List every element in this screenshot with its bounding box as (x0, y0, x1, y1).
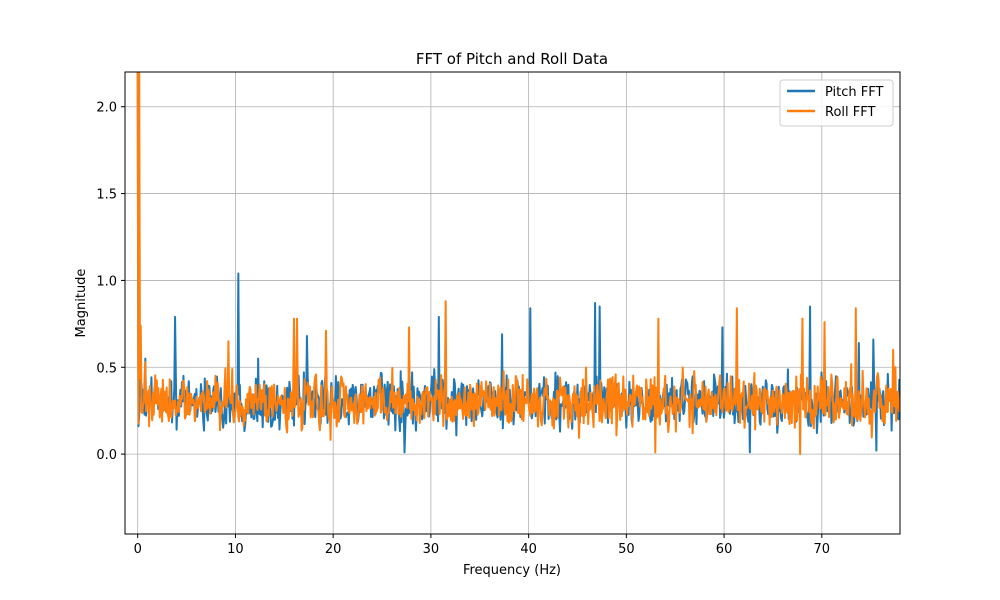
x-tick-label: 0 (134, 542, 142, 557)
x-tick-label: 10 (227, 542, 244, 557)
y-tick-label: 1.5 (96, 188, 117, 203)
grid-lines (125, 72, 900, 534)
x-tick-label: 50 (618, 542, 635, 557)
x-tick-label: 20 (325, 542, 342, 557)
x-tick-label: 60 (716, 542, 733, 557)
x-axis-ticks: 0 10 20 30 40 50 60 70 (134, 534, 831, 557)
chart-title: FFT of Pitch and Roll Data (416, 50, 608, 68)
plot-frame (124, 71, 901, 535)
y-axis-ticks: 0.0 0.5 1.0 1.5 2.0 (96, 101, 125, 463)
x-axis-label: Frequency (Hz) (463, 563, 561, 578)
legend: Pitch FFT Roll FFT (779, 79, 894, 127)
series-group (136, 72, 900, 456)
x-tick-label: 40 (520, 542, 537, 557)
legend-label-pitch: Pitch FFT (825, 85, 884, 100)
x-tick-label: 70 (814, 542, 831, 557)
series-line-roll-fft (136, 72, 900, 456)
y-tick-label: 1.0 (96, 274, 117, 289)
legend-label-roll: Roll FFT (825, 105, 875, 120)
y-tick-label: 2.0 (96, 101, 117, 116)
y-axis-label: Magnitude (74, 269, 89, 338)
x-tick-label: 30 (423, 542, 440, 557)
y-tick-label: 0.0 (96, 448, 117, 463)
y-tick-label: 0.5 (96, 361, 117, 376)
